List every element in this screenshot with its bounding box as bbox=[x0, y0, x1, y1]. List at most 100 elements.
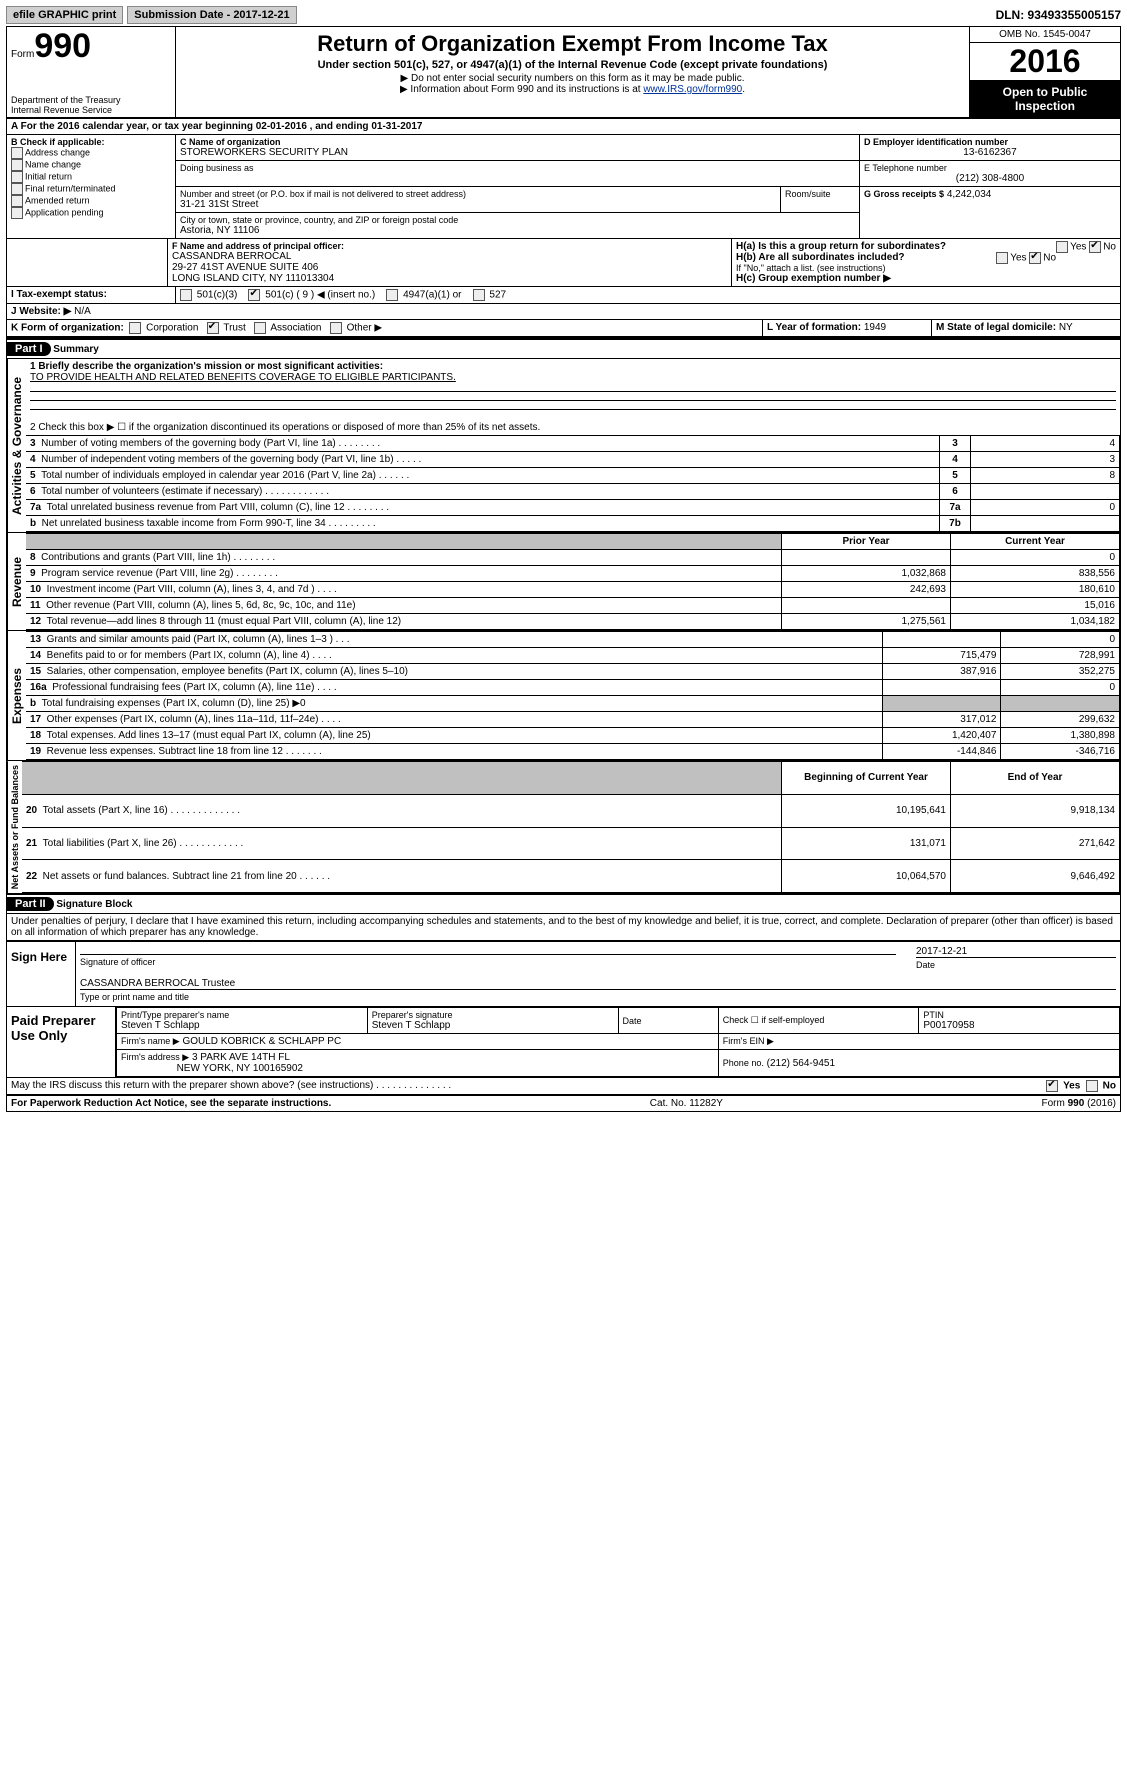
form-label: Form bbox=[11, 49, 34, 60]
chk-address-change[interactable] bbox=[11, 147, 23, 159]
chk-501c3[interactable] bbox=[180, 289, 192, 301]
h-b-row: H(b) Are all subordinates included? Yes … bbox=[736, 252, 1116, 263]
table-row: 8 Contributions and grants (Part VIII, l… bbox=[26, 550, 1120, 566]
table-row: 10 Investment income (Part VIII, column … bbox=[26, 582, 1120, 598]
omb-number: OMB No. 1545-0047 bbox=[970, 27, 1120, 43]
table-row: 5 Total number of individuals employed i… bbox=[26, 468, 1120, 484]
table-row: 21 Total liabilities (Part X, line 26) .… bbox=[22, 827, 1120, 860]
irs-label: Internal Revenue Service bbox=[11, 105, 171, 115]
revenue-table: Prior YearCurrent Year8 Contributions an… bbox=[26, 533, 1120, 630]
i-options: 501(c)(3) 501(c) ( 9 ) ◀ (insert no.) 49… bbox=[176, 287, 1120, 303]
h-a-row: H(a) Is this a group return for subordin… bbox=[736, 241, 1116, 252]
chk-initial-return[interactable] bbox=[11, 171, 23, 183]
q1-label: 1 Briefly describe the organization's mi… bbox=[30, 361, 383, 372]
dln: DLN: 93493355005157 bbox=[996, 8, 1121, 22]
ein-label: D Employer identification number bbox=[864, 137, 1116, 147]
part1-subtitle: Summary bbox=[53, 344, 99, 355]
firm-addr2: NEW YORK, NY 100165902 bbox=[177, 1063, 303, 1074]
street-label: Number and street (or P.O. box if mail i… bbox=[180, 189, 776, 199]
sign-here-label: Sign Here bbox=[7, 942, 76, 1006]
form-number: 990 bbox=[34, 27, 91, 65]
hb-no[interactable] bbox=[1029, 252, 1041, 264]
table-row: 14 Benefits paid to or for members (Part… bbox=[26, 648, 1120, 664]
form-990: Form990 Department of the Treasury Inter… bbox=[6, 26, 1121, 1112]
h-note: If "No," attach a list. (see instruction… bbox=[736, 263, 1116, 273]
table-row: 3 Number of voting members of the govern… bbox=[26, 436, 1120, 452]
hb-yes[interactable] bbox=[996, 252, 1008, 264]
section-b-checkboxes: B Check if applicable: Address change Na… bbox=[7, 135, 176, 238]
preparer-table: Print/Type preparer's nameSteven T Schla… bbox=[116, 1007, 1120, 1077]
governance-table: 3 Number of voting members of the govern… bbox=[26, 435, 1120, 532]
table-row: 4 Number of independent voting members o… bbox=[26, 452, 1120, 468]
table-row: 15 Salaries, other compensation, employe… bbox=[26, 664, 1120, 680]
table-row: 7a Total unrelated business revenue from… bbox=[26, 500, 1120, 516]
table-row: 9 Program service revenue (Part VIII, li… bbox=[26, 566, 1120, 582]
footer-form: Form 990 (2016) bbox=[1042, 1098, 1116, 1109]
part1-label: Part I bbox=[7, 342, 51, 356]
k-label: K Form of organization: bbox=[11, 323, 124, 334]
dept-treasury: Department of the Treasury bbox=[11, 95, 171, 105]
chk-4947[interactable] bbox=[386, 289, 398, 301]
table-row: 20 Total assets (Part X, line 16) . . . … bbox=[22, 794, 1120, 827]
chk-name-change[interactable] bbox=[11, 159, 23, 171]
prep-sig-label: Preparer's signature bbox=[372, 1010, 614, 1020]
gross-receipts-label: G Gross receipts $ bbox=[864, 189, 944, 199]
chk-501c[interactable] bbox=[248, 289, 260, 301]
table-row: b Total fundraising expenses (Part IX, c… bbox=[26, 696, 1120, 712]
efile-link[interactable]: efile GRAPHIC print bbox=[6, 6, 123, 24]
chk-corp[interactable] bbox=[129, 322, 141, 334]
ha-yes[interactable] bbox=[1056, 241, 1068, 253]
public-inspection: Open to PublicInspection bbox=[970, 81, 1120, 117]
website-value: N/A bbox=[74, 306, 91, 317]
q1-value: TO PROVIDE HEALTH AND RELATED BENEFITS C… bbox=[30, 372, 456, 383]
ein-value: 13-6162367 bbox=[864, 147, 1116, 158]
q2-text: 2 Check this box ▶ ☐ if the organization… bbox=[26, 420, 1120, 435]
irs-link[interactable]: www.IRS.gov/form990 bbox=[643, 84, 742, 95]
perjury-text: Under penalties of perjury, I declare th… bbox=[7, 914, 1120, 940]
table-row: 18 Total expenses. Add lines 13–17 (must… bbox=[26, 728, 1120, 744]
side-revenue: Revenue bbox=[7, 533, 26, 630]
officer-addr2: LONG ISLAND CITY, NY 111013304 bbox=[172, 273, 727, 284]
firm-name: GOULD KOBRICK & SCHLAPP PC bbox=[182, 1036, 341, 1047]
part2-subtitle: Signature Block bbox=[56, 899, 132, 910]
chk-527[interactable] bbox=[473, 289, 485, 301]
ptin-value: P00170958 bbox=[923, 1020, 1115, 1031]
footer-cat: Cat. No. 11282Y bbox=[650, 1098, 723, 1109]
table-row: b Net unrelated business taxable income … bbox=[26, 516, 1120, 532]
chk-assoc[interactable] bbox=[254, 322, 266, 334]
chk-app-pending[interactable] bbox=[11, 207, 23, 219]
side-net-assets: Net Assets or Fund Balances bbox=[7, 761, 22, 893]
table-row: 16a Professional fundraising fees (Part … bbox=[26, 680, 1120, 696]
bullet-info: ▶ Information about Form 990 and its ins… bbox=[182, 84, 963, 95]
prep-name: Steven T Schlapp bbox=[121, 1020, 363, 1031]
sig-date-value: 2017-12-21 bbox=[916, 946, 1116, 957]
chk-amended[interactable] bbox=[11, 195, 23, 207]
discuss-text: May the IRS discuss this return with the… bbox=[11, 1080, 1046, 1092]
city-label: City or town, state or province, country… bbox=[180, 215, 855, 225]
phone-value: (212) 308-4800 bbox=[864, 173, 1116, 184]
chk-final-return[interactable] bbox=[11, 183, 23, 195]
website-label: J Website: ▶ bbox=[11, 306, 71, 317]
officer-addr1: 29-27 41ST AVENUE SUITE 406 bbox=[172, 262, 727, 273]
prep-sig: Steven T Schlapp bbox=[372, 1020, 614, 1031]
officer-name: CASSANDRA BERROCAL bbox=[172, 251, 727, 262]
form-title: Return of Organization Exempt From Incom… bbox=[182, 31, 963, 57]
firm-phone: (212) 564-9451 bbox=[767, 1058, 835, 1069]
firm-phone-label: Phone no. bbox=[723, 1058, 764, 1068]
phone-label: E Telephone number bbox=[864, 163, 1116, 173]
m-label: M State of legal domicile: bbox=[936, 322, 1056, 333]
discuss-no[interactable] bbox=[1086, 1080, 1098, 1092]
prep-date-label: Date bbox=[623, 1016, 714, 1026]
chk-other[interactable] bbox=[330, 322, 342, 334]
table-row: 19 Revenue less expenses. Subtract line … bbox=[26, 744, 1120, 760]
discuss-yes[interactable] bbox=[1046, 1080, 1058, 1092]
self-employed: Check ☐ if self-employed bbox=[723, 1015, 915, 1026]
footer-paperwork: For Paperwork Reduction Act Notice, see … bbox=[11, 1098, 331, 1109]
chk-trust[interactable] bbox=[207, 322, 219, 334]
paid-preparer-label: Paid Preparer Use Only bbox=[7, 1007, 116, 1077]
b-heading: B Check if applicable: bbox=[11, 137, 171, 147]
street-value: 31-21 31St Street bbox=[180, 199, 776, 210]
gross-receipts-value: 4,242,034 bbox=[947, 189, 992, 200]
ha-no[interactable] bbox=[1089, 241, 1101, 253]
topbar: efile GRAPHIC print Submission Date - 20… bbox=[6, 6, 1121, 24]
